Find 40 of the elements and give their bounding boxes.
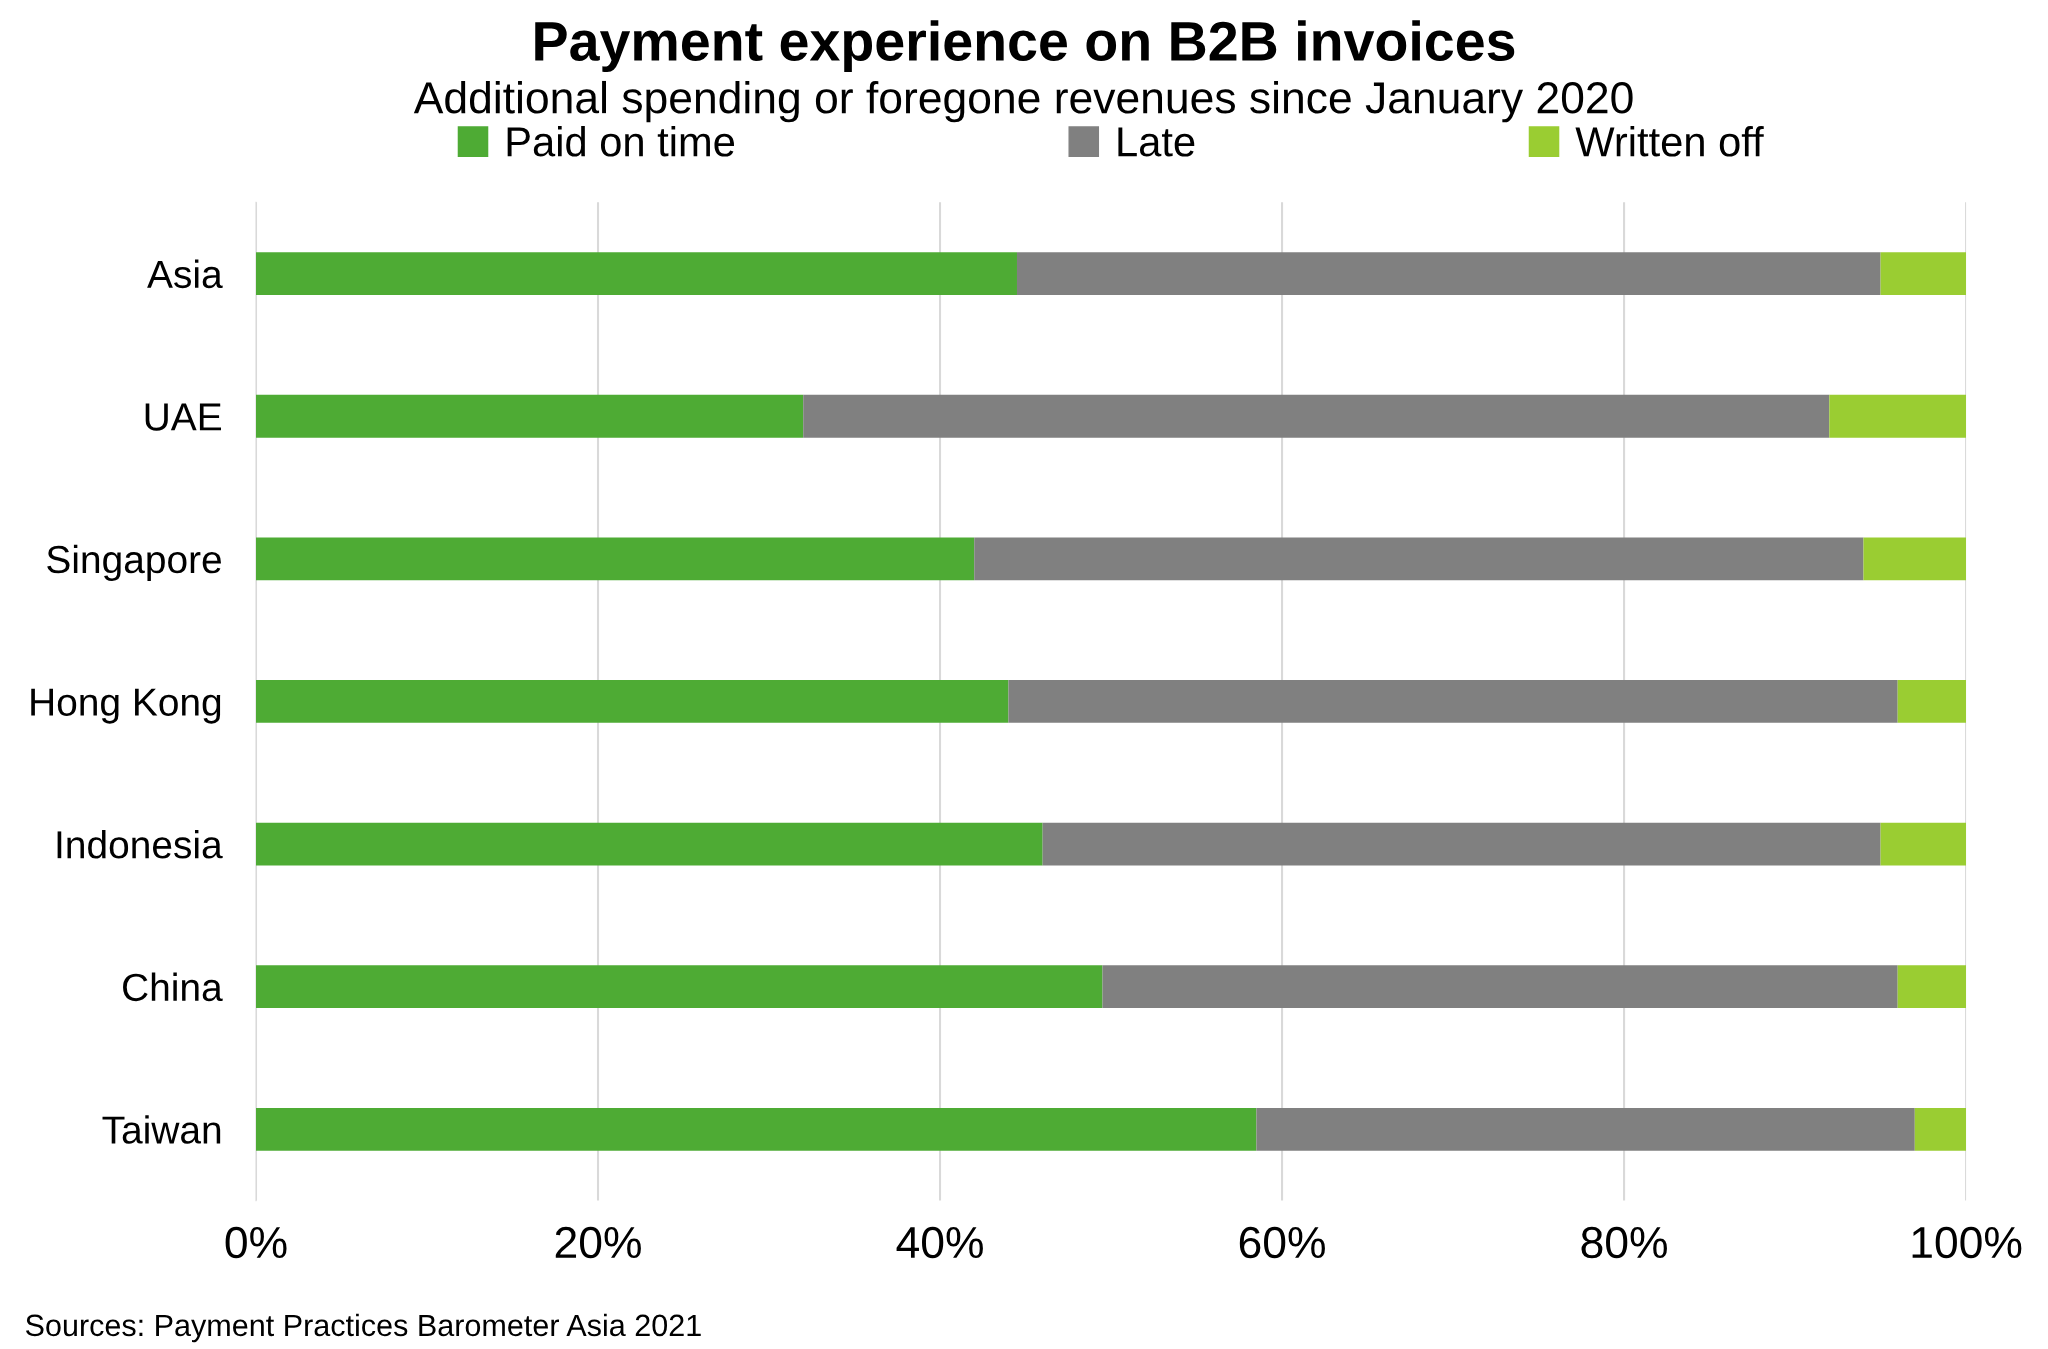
x-tick-label: 80% (1581, 1226, 1667, 1259)
bar (256, 965, 1103, 1009)
bar (256, 1107, 1257, 1151)
chart-title: Payment experience on B2B invoices (535, 20, 1515, 73)
bar (256, 394, 804, 438)
bar (1829, 394, 1967, 438)
bar (1897, 680, 1967, 723)
y-tick-label: Hong Kong (31, 688, 221, 724)
x-tick-label: 20% (555, 1226, 641, 1259)
bar (1042, 822, 1881, 866)
bar (803, 394, 1830, 438)
x-tick-label: 40% (896, 1226, 983, 1259)
x-tick-label: 0% (225, 1226, 287, 1259)
bar (256, 680, 1009, 723)
y-tick-label: Asia (147, 259, 223, 289)
y-tick-label: UAE (145, 403, 221, 431)
x-tick-label: 100% (1912, 1226, 2022, 1259)
bar (1102, 965, 1898, 1009)
legend-label: Paid on time (507, 126, 735, 157)
source-note: Sources: Payment Practices Barometer Asia 2021 (25, 1313, 701, 1343)
bar (1863, 537, 1967, 581)
bar (256, 537, 975, 581)
bar (974, 537, 1864, 581)
y-tick-label: China (123, 972, 223, 1002)
bar (1897, 965, 1967, 1009)
bar (1880, 252, 1967, 296)
bar (1016, 252, 1881, 296)
chart-subtitle: Additional spending or foregone revenues since January 2020 (413, 80, 1633, 123)
bar (256, 822, 1043, 866)
legend-label: Written off (1575, 126, 1764, 157)
legend-label: Late (1118, 127, 1195, 157)
bar (1256, 1107, 1915, 1151)
bar (256, 252, 1017, 296)
x-tick-label: 60% (1239, 1226, 1325, 1259)
y-tick-label: Taiwan (102, 1115, 221, 1144)
bar (1008, 680, 1898, 723)
y-tick-label: Indonesia (57, 830, 223, 859)
bar (1880, 822, 1967, 866)
y-tick-label: Singapore (47, 544, 221, 582)
bar (1914, 1107, 1967, 1151)
